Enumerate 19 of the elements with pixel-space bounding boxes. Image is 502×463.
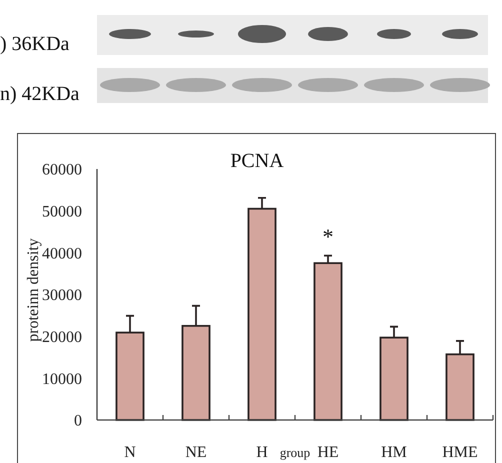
y-tick-label: 30000: [42, 287, 82, 304]
y-axis-title: proteinn density: [25, 238, 42, 342]
x-tick-label: HME: [442, 444, 478, 461]
x-axis-title: group: [280, 445, 310, 460]
x-tick-label: HM: [381, 444, 407, 461]
x-tick-label: HE: [317, 444, 339, 461]
x-tick-label: N: [124, 444, 136, 461]
x-tick-label: H: [256, 444, 268, 461]
y-tick-label: 20000: [42, 328, 82, 346]
y-tick-label: 50000: [42, 203, 82, 220]
x-tick-label: NE: [185, 444, 207, 461]
y-tick-label: 60000: [42, 162, 82, 179]
text: ) 36KDa: [0, 33, 70, 55]
text: n) 42KDa: [0, 83, 80, 105]
annotation: *: [322, 224, 334, 249]
y-tick-label: 0: [74, 412, 82, 430]
y-tick-label: 40000: [42, 245, 82, 262]
chart-title: PCNA: [230, 150, 284, 172]
y-tick-label: 10000: [42, 370, 82, 388]
